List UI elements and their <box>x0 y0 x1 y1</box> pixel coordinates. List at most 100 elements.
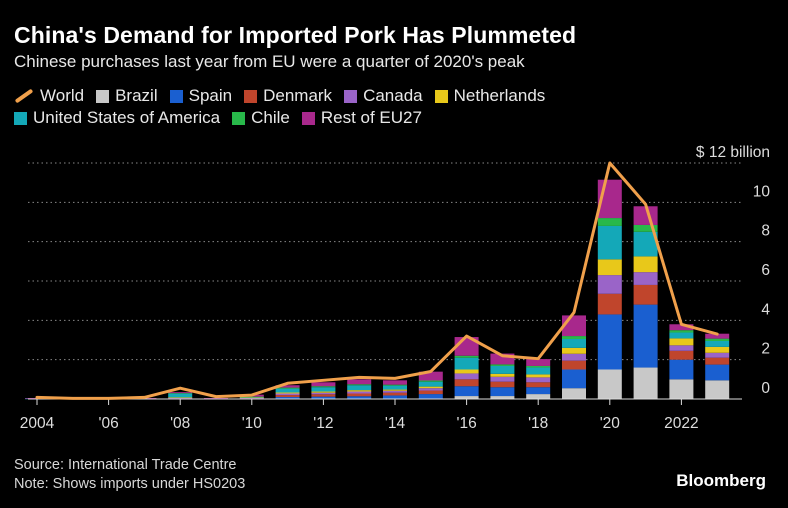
bar-brazil-2018 <box>526 394 551 399</box>
bar-united-states-of-america-2019 <box>562 339 586 348</box>
legend-label-usa: United States of America <box>33 108 221 127</box>
bar-united-states-of-america-2022 <box>669 332 694 339</box>
bar-canada-2018 <box>526 377 551 383</box>
bar-netherlands-2018 <box>526 374 551 378</box>
bar-rest-of-eu27-2015 <box>418 371 443 381</box>
bar-denmark-2015 <box>418 390 443 395</box>
chart-subtitle: Chinese purchases last year from EU were… <box>14 52 525 71</box>
legend-label-canada: Canada <box>363 86 423 105</box>
bar-spain-2022 <box>669 359 694 380</box>
bar-denmark-2023 <box>705 357 730 365</box>
legend-label-chile: Chile <box>251 108 290 127</box>
bar-chile-2019 <box>562 336 586 340</box>
bar-united-states-of-america-2014 <box>383 385 407 390</box>
bar-chile-2021 <box>633 224 658 232</box>
bar-netherlands-2019 <box>562 347 586 354</box>
bar-brazil-2023 <box>705 380 730 399</box>
bar-canada-2022 <box>669 345 694 351</box>
bar-united-states-of-america-2013 <box>347 385 372 391</box>
bar-canada-2010 <box>239 397 264 399</box>
bar-netherlands-2021 <box>633 256 658 273</box>
bar-rest-of-eu27-2018 <box>526 359 551 366</box>
x-tick-label-2006: '06 <box>98 415 118 432</box>
bar-united-states-of-america-2015 <box>418 381 443 387</box>
x-tick-label-2008: '08 <box>170 415 190 432</box>
bar-brazil-2019 <box>562 388 586 399</box>
bar-denmark-2019 <box>562 360 586 370</box>
bar-united-states-of-america-2010 <box>239 397 264 398</box>
bloomberg-logo: Bloomberg <box>676 471 766 490</box>
legend-swatch-brazil <box>96 89 110 103</box>
bar-spain-2011 <box>275 397 300 399</box>
bar-netherlands-2011 <box>275 392 300 394</box>
legend-swatch-netherlands <box>434 89 448 103</box>
legend-usa: United States of America <box>14 108 220 128</box>
y-tick-label-6: 6 <box>761 262 770 279</box>
bar-denmark-2022 <box>669 350 694 360</box>
legend-swatch-chile <box>232 111 246 125</box>
legend-label-denmark: Denmark <box>263 86 333 105</box>
hs-note: Note: Shows imports under HS0203 <box>14 476 246 492</box>
bar-spain-2016 <box>454 386 479 397</box>
bar-brazil-2017 <box>490 396 515 399</box>
bar-chile-2020 <box>597 218 622 226</box>
legend-world: World <box>14 86 84 106</box>
legend-rest-eu: Rest of EU27 <box>301 108 422 128</box>
bar-netherlands-2023 <box>705 346 730 353</box>
bar-denmark-2012 <box>311 394 336 397</box>
bar-denmark-2020 <box>597 293 622 315</box>
bar-chile-2014 <box>383 384 407 386</box>
source-note: Source: International Trade Centre <box>14 457 237 473</box>
bar-brazil-2021 <box>633 367 658 399</box>
bar-netherlands-2013 <box>347 390 372 392</box>
bar-rest-of-eu27-2009 <box>204 398 228 399</box>
bar-spain-2013 <box>347 396 372 399</box>
y-tick-label-2: 2 <box>761 341 770 358</box>
bar-netherlands-2012 <box>311 391 336 393</box>
bar-united-states-of-america-2018 <box>526 367 551 375</box>
bar-rest-of-eu27-2008 <box>168 392 193 394</box>
bar-rest-of-eu27-2023 <box>705 333 730 339</box>
y-tick-label-8: 8 <box>761 223 770 240</box>
x-tick-label-2014: '14 <box>385 415 406 432</box>
bar-netherlands-2008 <box>168 397 193 399</box>
bar-denmark-2016 <box>454 379 479 387</box>
bar-chile-2017 <box>490 364 515 366</box>
bar-denmark-2017 <box>490 381 515 388</box>
bar-spain-2018 <box>526 387 551 395</box>
legend-chile: Chile <box>232 108 290 128</box>
bar-rest-of-eu27-2011 <box>275 385 300 388</box>
bar-chile-2016 <box>454 355 479 358</box>
legend-swatch-usa <box>14 111 27 125</box>
legend-swatch-spain <box>169 89 183 103</box>
bar-spain-2020 <box>597 314 622 370</box>
bar-chile-2022 <box>669 330 694 333</box>
bar-denmark-2011 <box>275 395 300 398</box>
bar-chile-2011 <box>275 387 300 389</box>
bar-netherlands-2015 <box>418 386 443 389</box>
bar-chile-2013 <box>347 384 372 386</box>
bar-netherlands-2017 <box>490 373 515 377</box>
x-tick-label-2018: '18 <box>528 415 548 432</box>
bar-canada-2012 <box>311 392 336 395</box>
bar-rest-of-eu27-2022 <box>669 324 694 331</box>
bar-chile-2018 <box>526 365 551 368</box>
legend-spain: Spain <box>169 86 233 106</box>
x-tick-label-2022: 2022 <box>664 415 698 432</box>
legend-label-brazil: Brazil <box>115 86 158 105</box>
legend-netherlands: Netherlands <box>434 86 545 106</box>
bar-rest-of-eu27-2013 <box>347 379 372 385</box>
bar-netherlands-2022 <box>669 338 694 346</box>
legend-label-spain: Spain <box>188 86 233 105</box>
bar-spain-2021 <box>633 304 658 368</box>
bar-chile-2015 <box>418 380 443 382</box>
bar-spain-2019 <box>562 369 586 389</box>
bar-brazil-2016 <box>454 396 479 399</box>
bar-denmark-2014 <box>383 392 407 396</box>
bar-brazil-2022 <box>669 379 694 399</box>
x-tick-label-2004: 2004 <box>20 415 55 432</box>
bar-spain-2023 <box>705 364 730 381</box>
bar-netherlands-2020 <box>597 259 622 276</box>
bar-netherlands-2010 <box>239 397 264 399</box>
